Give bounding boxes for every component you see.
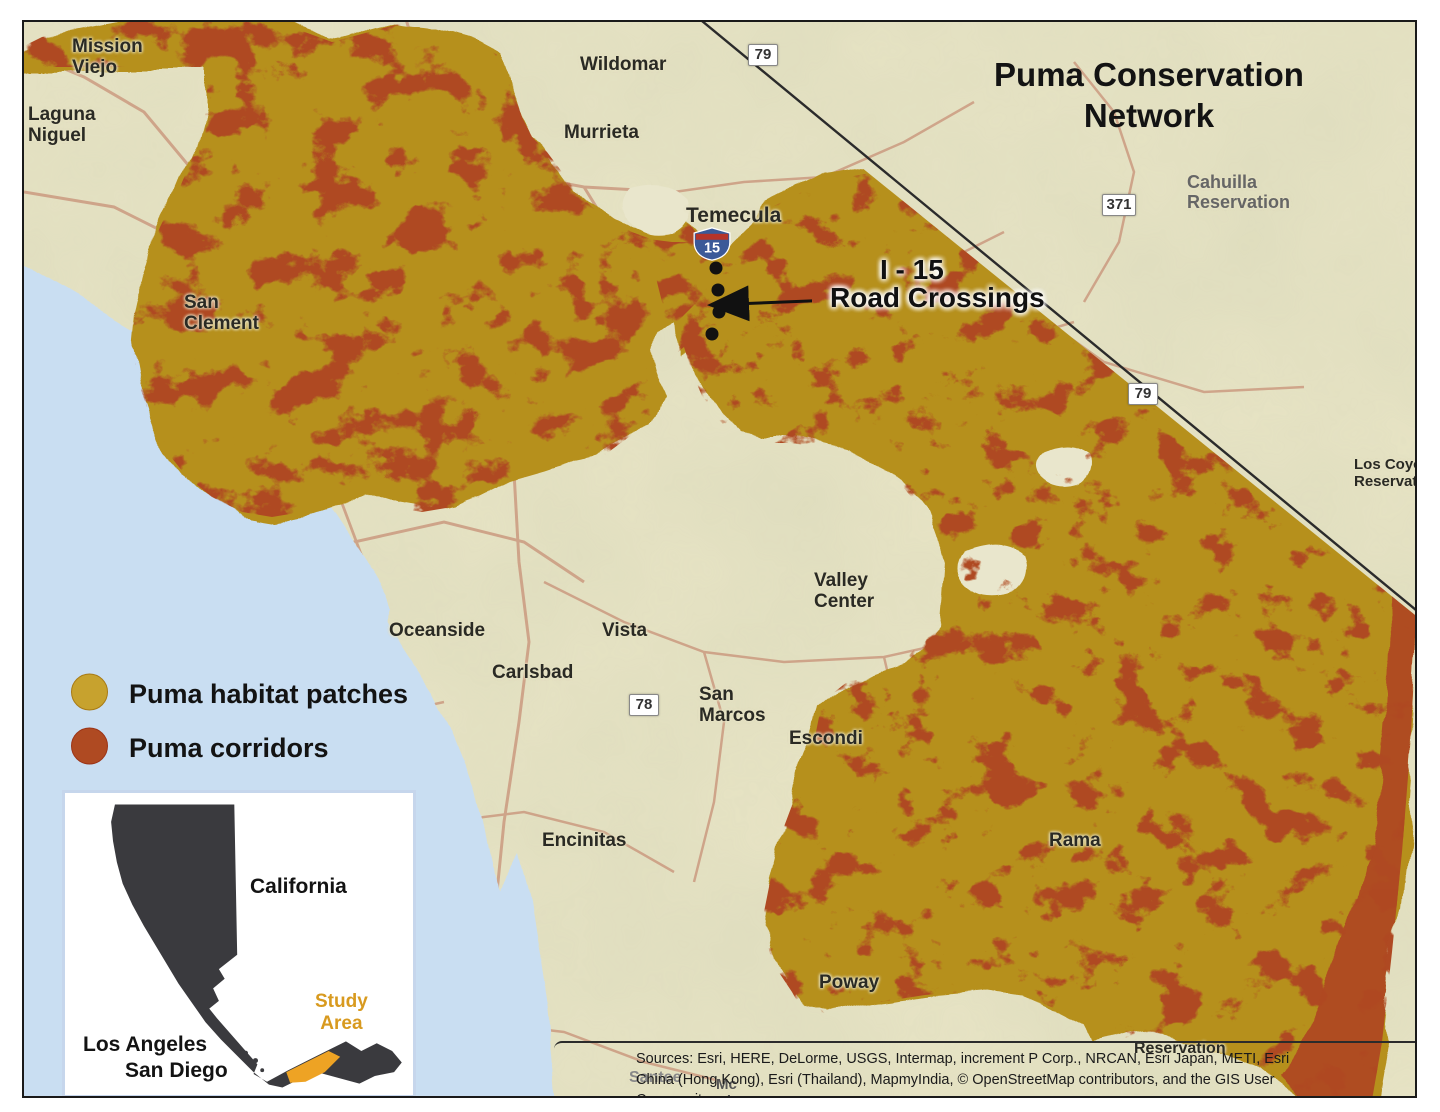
svg-text:15: 15 bbox=[704, 241, 720, 257]
